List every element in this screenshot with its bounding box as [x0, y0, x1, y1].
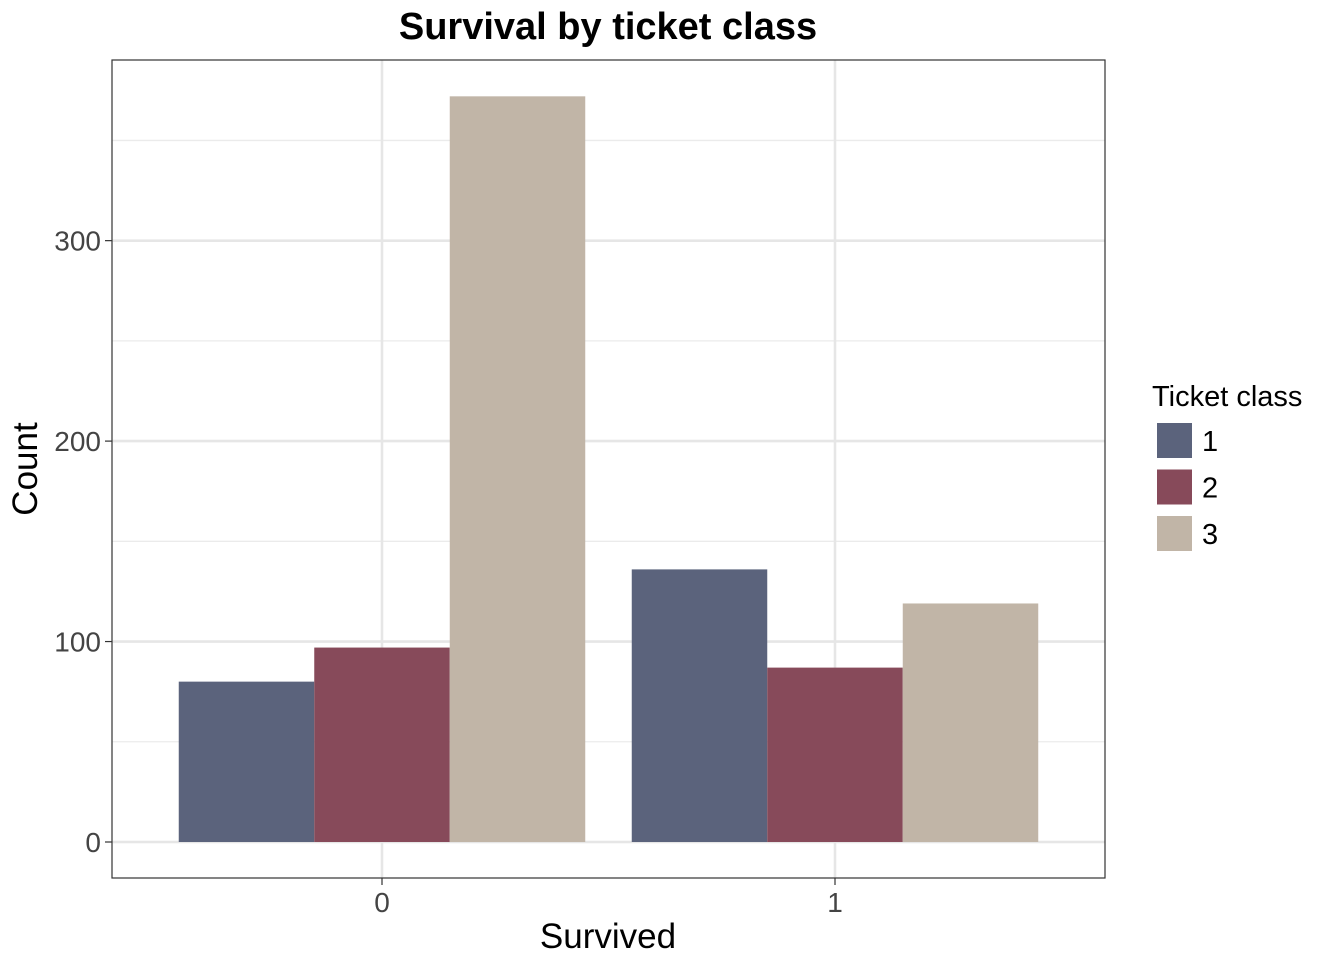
- legend-key-1: [1157, 423, 1192, 458]
- y-tick-label: 200: [54, 426, 101, 457]
- y-tick-label: 100: [54, 627, 101, 658]
- plot-border: [111, 59, 1106, 879]
- bar-class-2-survived-0: [314, 647, 450, 842]
- bar-class-2-survived-1: [767, 667, 903, 842]
- legend: Ticket class 1 2 3: [1152, 381, 1302, 551]
- y-tick-label: 300: [54, 226, 101, 257]
- y-tick-label: 0: [85, 827, 101, 858]
- legend-label-2: 2: [1202, 473, 1218, 505]
- x-axis-title: Survived: [540, 917, 676, 956]
- chart-title: Survival by ticket class: [399, 6, 817, 48]
- y-axis-title: Count: [6, 422, 45, 516]
- x-tick-label: 1: [827, 887, 843, 918]
- bar-class-3-survived-0: [449, 96, 586, 843]
- x-tick-label: 0: [374, 887, 390, 918]
- legend-label-3: 3: [1202, 519, 1218, 551]
- legend-key-3: [1157, 516, 1192, 551]
- legend-label-1: 1: [1202, 426, 1218, 458]
- y-axis: 0 100 200 300: [54, 226, 112, 858]
- legend-title: Ticket class: [1152, 381, 1302, 413]
- bar-class-1-survived-1: [631, 569, 768, 842]
- legend-key-2: [1157, 469, 1192, 505]
- bar-class-1-survived-0: [178, 681, 315, 842]
- bars: [178, 96, 1039, 843]
- bar-class-3-survived-1: [902, 603, 1039, 842]
